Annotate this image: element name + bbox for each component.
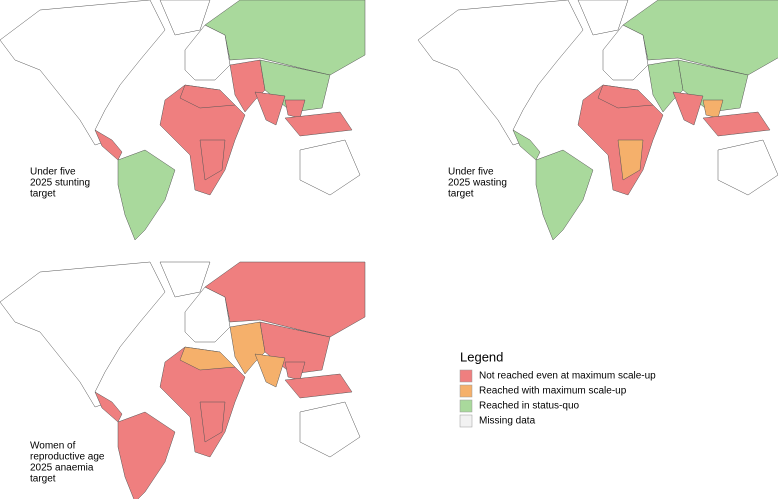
- country-region: [254, 353, 286, 388]
- panel-label: Under five: [30, 167, 76, 178]
- legend-swatch: [459, 399, 473, 413]
- legend-label: Not reached even at maximum scale-up: [479, 371, 656, 382]
- panel-label: reproductive age: [30, 452, 105, 463]
- country-region: [94, 391, 123, 423]
- country-region: [672, 91, 704, 126]
- panel-label: Women of: [30, 441, 76, 452]
- country-region: [622, 0, 778, 76]
- legend-label: Reached in status-quo: [479, 401, 580, 412]
- legend-swatch: [459, 369, 473, 383]
- country-region: [204, 0, 366, 76]
- country-region: [717, 139, 778, 196]
- panel-label: target: [448, 189, 474, 200]
- legend-label: Reached with maximum scale-up: [479, 386, 627, 397]
- country-region: [117, 411, 176, 499]
- country-region: [512, 129, 541, 161]
- country-region: [159, 261, 211, 298]
- country-region: [254, 91, 286, 126]
- country-region: [535, 149, 594, 241]
- panel-label: target: [30, 189, 56, 200]
- country-region: [179, 84, 236, 109]
- country-region: [199, 139, 226, 181]
- country-region: [179, 346, 236, 371]
- country-region: [94, 129, 123, 161]
- country-region: [117, 149, 176, 241]
- country-region: [299, 401, 361, 458]
- panel-label: 2025 anaemia: [30, 463, 94, 474]
- country-region: [299, 139, 361, 196]
- country-region: [617, 139, 644, 181]
- legend-swatch: [459, 414, 473, 428]
- panel-label: Under five: [448, 167, 494, 178]
- country-region: [284, 373, 353, 399]
- country-region: [577, 0, 629, 36]
- country-region: [702, 111, 771, 137]
- legend-title: Legend: [460, 349, 503, 364]
- country-region: [204, 261, 366, 338]
- country-region: [199, 401, 226, 443]
- country-region: [159, 0, 211, 36]
- country-region: [597, 84, 654, 109]
- legend: Legend Not reached even at maximum scale-…: [459, 349, 656, 428]
- panel-label: 2025 stunting: [30, 178, 90, 189]
- legend-swatch: [459, 384, 473, 398]
- legend-label: Missing data: [479, 416, 536, 427]
- panel-label: target: [30, 474, 56, 485]
- panel-label: 2025 wasting: [448, 178, 507, 189]
- country-region: [284, 111, 353, 137]
